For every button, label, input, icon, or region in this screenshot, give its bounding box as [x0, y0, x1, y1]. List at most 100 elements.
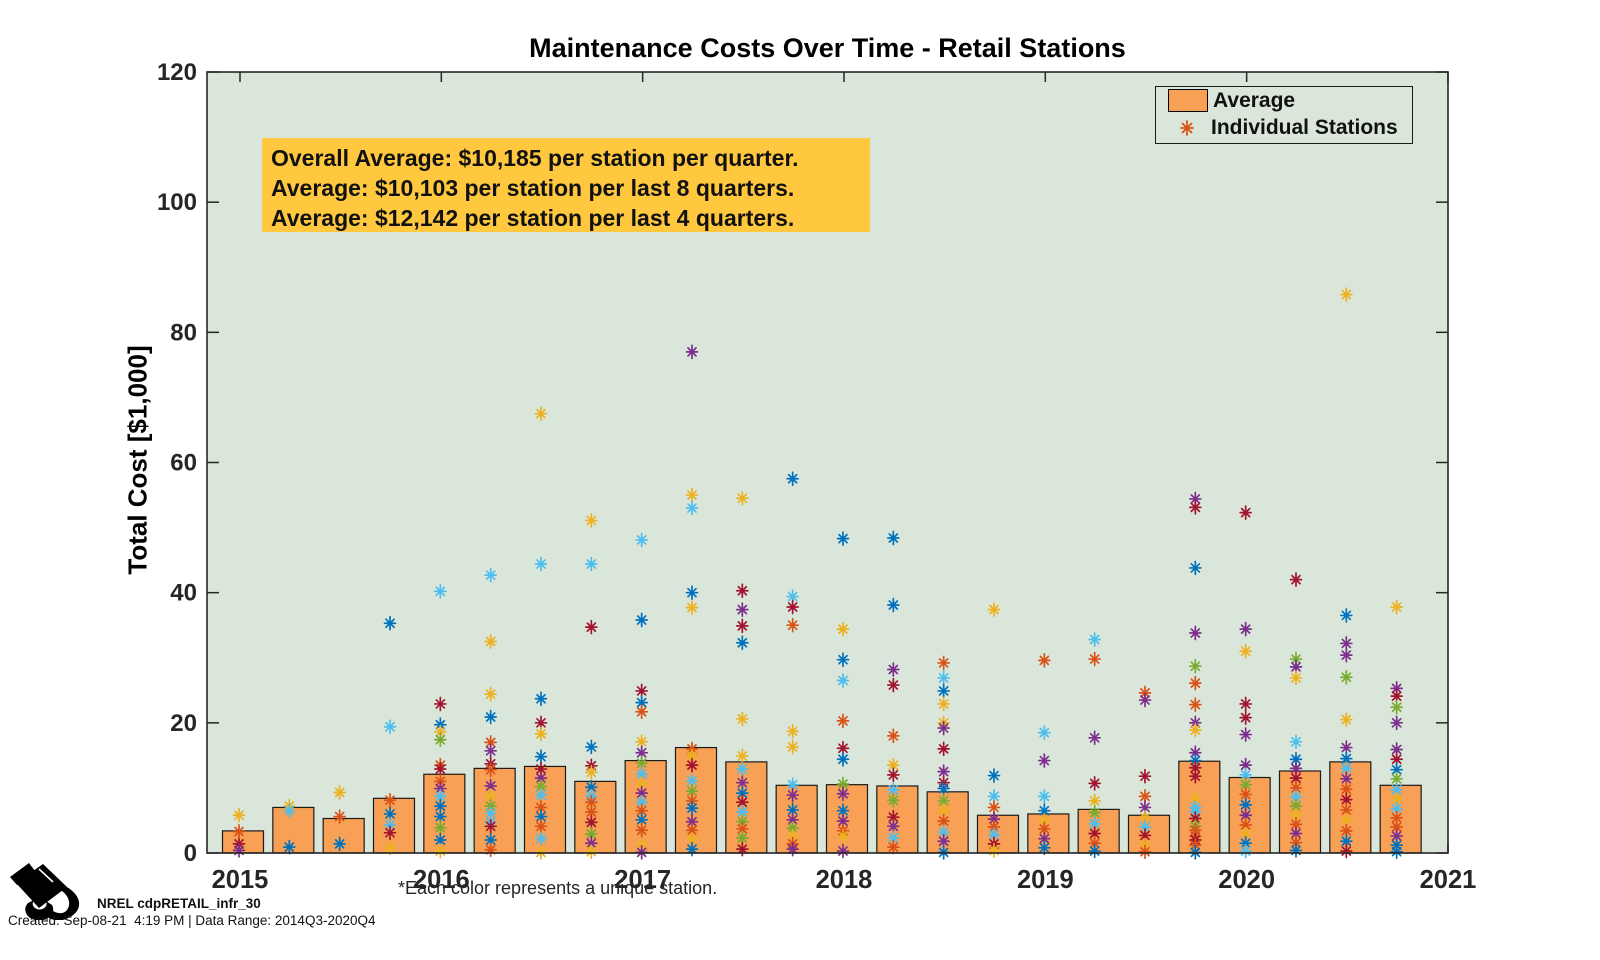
station-point-2020Q4	[1390, 688, 1404, 704]
station-point-2020Q2	[1289, 734, 1303, 750]
station-point-2019Q4	[1188, 560, 1202, 576]
station-point-2018Q2	[886, 782, 900, 798]
station-point-2018Q3	[937, 696, 951, 712]
station-point-2017Q2	[685, 585, 699, 601]
station-point-2017Q1	[635, 785, 649, 801]
station-point-2020Q3	[1339, 771, 1353, 787]
station-point-2020Q2	[1289, 670, 1303, 686]
station-point-2016Q2	[484, 735, 498, 750]
station-point-2015Q4	[383, 719, 397, 735]
station-point-2019Q3	[1138, 800, 1152, 815]
station-point-2016Q4	[584, 815, 598, 830]
y-tick-label: 40	[170, 580, 197, 607]
station-point-2019Q1	[1037, 840, 1051, 856]
station-point-2018Q2	[886, 728, 900, 744]
station-point-2020Q1	[1239, 843, 1253, 859]
station-point-2016Q3	[534, 691, 548, 707]
station-point-2020Q3	[1339, 287, 1353, 302]
annotation-line-8q: Average: $10,103 per station per last 8 …	[271, 175, 795, 201]
x-tick-label: 2017	[614, 866, 671, 894]
station-point-2016Q1	[433, 809, 447, 824]
station-point-2015Q2	[282, 803, 296, 819]
station-point-2018Q4	[987, 811, 1001, 827]
station-point-2016Q4	[584, 513, 598, 528]
station-point-2017Q3	[735, 748, 749, 764]
station-point-2016Q1	[433, 724, 447, 740]
station-point-2016Q4	[584, 844, 598, 860]
station-point-2019Q4	[1188, 658, 1202, 674]
station-point-2019Q3	[1138, 768, 1152, 784]
station-point-2018Q4	[987, 800, 1001, 815]
station-point-2020Q2	[1289, 761, 1303, 776]
annotation-line-4q: Average: $12,142 per station per last 4 …	[271, 205, 795, 231]
station-point-2015Q4	[383, 615, 397, 631]
station-point-2016Q3	[534, 818, 548, 834]
station-point-2015Q4	[383, 806, 397, 822]
station-point-2020Q3	[1339, 647, 1353, 663]
station-point-2017Q1	[635, 776, 649, 792]
chart-title: Maintenance Costs Over Time - Retail Sta…	[529, 33, 1126, 63]
station-point-2016Q2	[484, 567, 498, 583]
station-point-2016Q1	[433, 732, 447, 748]
station-point-2018Q1	[836, 813, 850, 829]
station-point-2017Q1	[635, 803, 649, 819]
station-point-2020Q1	[1239, 643, 1253, 659]
station-point-2020Q1	[1239, 797, 1253, 813]
station-point-2019Q4	[1188, 768, 1202, 784]
nrel-brand-label: NREL cdpRETAIL_infr_30	[97, 896, 261, 911]
x-tick-label: 2016	[413, 866, 470, 894]
station-point-2017Q3	[735, 775, 749, 791]
station-point-2017Q4	[786, 471, 800, 487]
station-point-2015Q1	[232, 824, 246, 839]
y-tick-label: 60	[170, 450, 197, 477]
station-point-2018Q2	[886, 662, 900, 677]
station-point-2020Q2	[1289, 798, 1303, 814]
station-point-2017Q3	[735, 618, 749, 634]
station-point-2017Q2	[685, 773, 699, 789]
station-point-2017Q4	[786, 723, 800, 739]
station-point-2017Q3	[735, 794, 749, 810]
station-point-2019Q2	[1088, 826, 1102, 841]
station-point-2016Q1	[433, 798, 447, 814]
station-point-2015Q4	[383, 825, 397, 841]
station-point-2015Q1	[232, 843, 246, 858]
station-point-2020Q3	[1339, 761, 1353, 776]
station-point-2015Q4	[383, 792, 397, 808]
station-point-2018Q1	[836, 751, 850, 767]
bar-2019Q3	[1127, 814, 1171, 854]
station-point-2017Q3	[735, 583, 749, 599]
station-point-2017Q1	[635, 794, 649, 810]
station-point-2017Q1	[635, 612, 649, 628]
station-point-2020Q1	[1239, 777, 1253, 793]
x-tick-label: 2019	[1017, 866, 1074, 894]
station-point-2019Q3	[1138, 844, 1152, 860]
station-point-2016Q3	[534, 770, 548, 786]
station-point-2016Q4	[584, 619, 598, 635]
station-point-2017Q3	[735, 830, 749, 846]
station-point-2020Q4	[1390, 819, 1404, 835]
station-point-2018Q3	[937, 720, 951, 736]
station-point-2020Q4	[1390, 680, 1404, 696]
station-point-2018Q3	[937, 670, 951, 686]
station-point-2016Q3	[534, 715, 548, 731]
station-point-2017Q1	[635, 812, 649, 828]
station-point-2020Q2	[1289, 780, 1303, 796]
station-point-2017Q1	[635, 745, 649, 761]
station-point-2020Q2	[1289, 789, 1303, 805]
station-point-2017Q3	[735, 821, 749, 837]
station-point-2017Q4	[786, 820, 800, 836]
station-point-2018Q2	[886, 830, 900, 846]
station-point-2016Q4	[584, 804, 598, 820]
station-point-2016Q3	[534, 761, 548, 777]
station-point-2019Q4	[1188, 625, 1202, 641]
bar-2015Q2	[272, 806, 315, 854]
station-point-2020Q3	[1339, 608, 1353, 623]
gas-pump-nozzle-logo-icon	[10, 863, 80, 920]
station-point-2020Q1	[1239, 757, 1253, 773]
station-point-2018Q2	[886, 757, 900, 773]
station-point-2020Q2	[1289, 807, 1303, 823]
station-point-2016Q4	[584, 835, 598, 851]
station-point-2018Q1	[836, 713, 850, 729]
station-point-2016Q1	[433, 820, 447, 835]
